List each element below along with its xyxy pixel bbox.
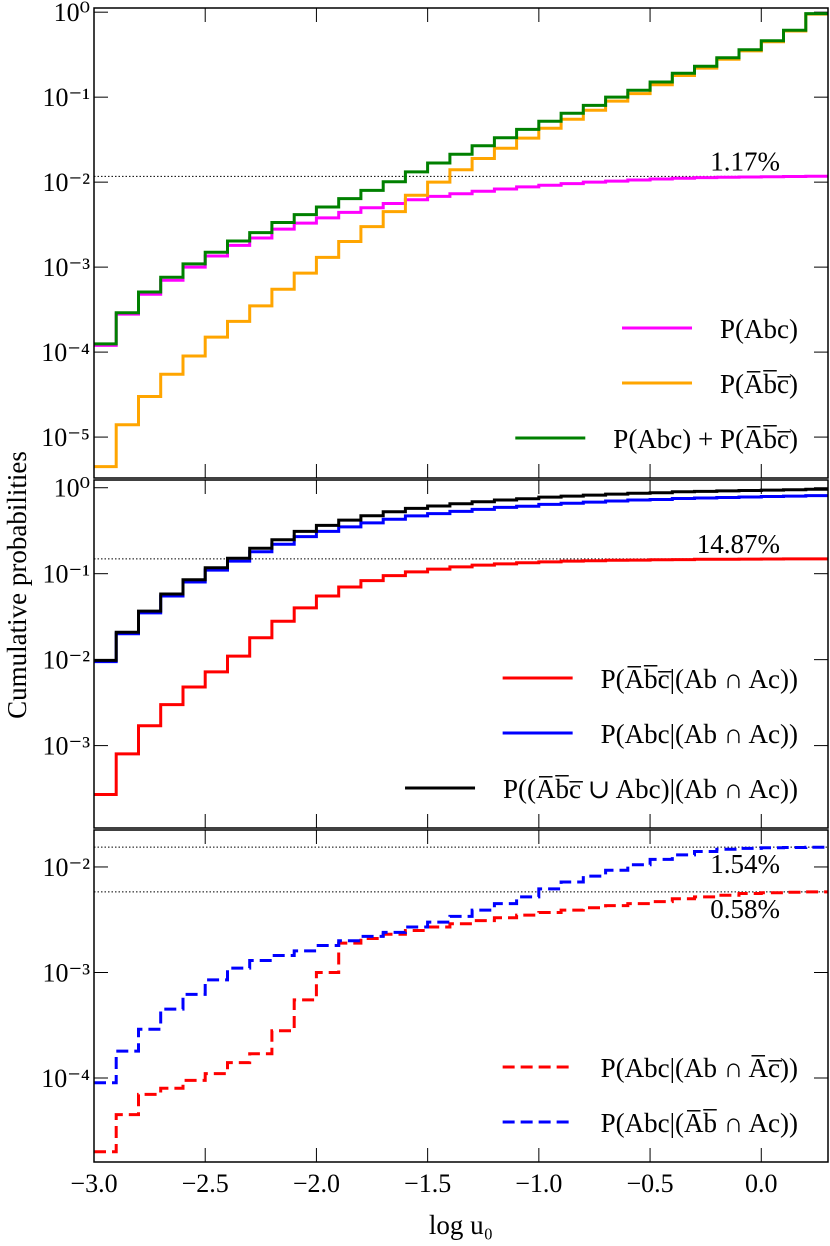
y-tick-label: 10⁰ [54, 474, 90, 503]
x-tick-label: −0.5 [626, 1169, 673, 1198]
y-tick-label: 10⁻² [42, 646, 90, 675]
y-tick-label: 10⁻¹ [42, 560, 90, 589]
y-tick-label: 10⁻³ [42, 732, 90, 761]
legend-label: P(Abc|(Ab ∩ A̅c̅)) [601, 1053, 798, 1083]
x-tick-label: −1.0 [515, 1169, 562, 1198]
reference-label: 1.17% [710, 146, 780, 176]
plot-area [94, 487, 828, 796]
step-line [94, 557, 828, 796]
legend-label: P(A̅b̅c̅|(Ab ∩ Ac)) [601, 664, 798, 694]
plot-area [94, 12, 828, 469]
x-tick-label: −2.5 [182, 1169, 229, 1198]
legend-label: P(Abc) [720, 314, 798, 344]
y-tick-label: 10⁻³ [42, 253, 90, 282]
y-tick-label: 10⁻³ [42, 958, 90, 987]
step-line [94, 487, 828, 662]
legend-label: P(A̅b̅c̅) [720, 369, 798, 399]
step-line [94, 890, 828, 1154]
reference-label: 14.87% [697, 529, 780, 559]
plot-area [94, 845, 828, 1154]
reference-label: 0.58% [710, 894, 780, 924]
plot-frame [93, 479, 829, 829]
x-tick-label: −3.0 [70, 1169, 117, 1198]
step-line [94, 845, 828, 1085]
legend-label: P(Abc|(A̅b̅ ∩ Ac)) [601, 1108, 798, 1138]
x-tick-label: −2.0 [293, 1169, 340, 1198]
step-line [94, 12, 828, 346]
y-axis-label: Cumulative probabilities [2, 451, 32, 719]
plot-frame [93, 829, 829, 1163]
step-line [94, 494, 828, 664]
x-tick-label: −1.5 [404, 1169, 451, 1198]
reference-label: 1.54% [710, 849, 780, 879]
legend-label: P(Abc) + P(A̅b̅c̅) [613, 424, 798, 454]
legend-label: P((A̅b̅c̅ ∪ Abc)|(Ab ∩ Ac)) [503, 774, 798, 804]
step-line [94, 174, 828, 347]
step-line [94, 12, 828, 469]
x-tick-label: 0.0 [745, 1169, 778, 1198]
y-tick-label: 10⁻¹ [42, 83, 90, 112]
y-tick-label: 10⁻² [42, 168, 90, 197]
plot-frame [93, 7, 829, 479]
y-tick-label: 10⁰ [54, 0, 90, 27]
legend-label: P(Abc|(Ab ∩ Ac)) [601, 719, 798, 749]
y-tick-label: 10⁻⁴ [41, 338, 90, 367]
y-tick-label: 10⁻⁴ [41, 1064, 90, 1093]
x-axis-label: log u₀ [429, 1210, 493, 1240]
y-tick-label: 10⁻² [42, 853, 90, 882]
y-tick-label: 10⁻⁵ [41, 423, 90, 452]
